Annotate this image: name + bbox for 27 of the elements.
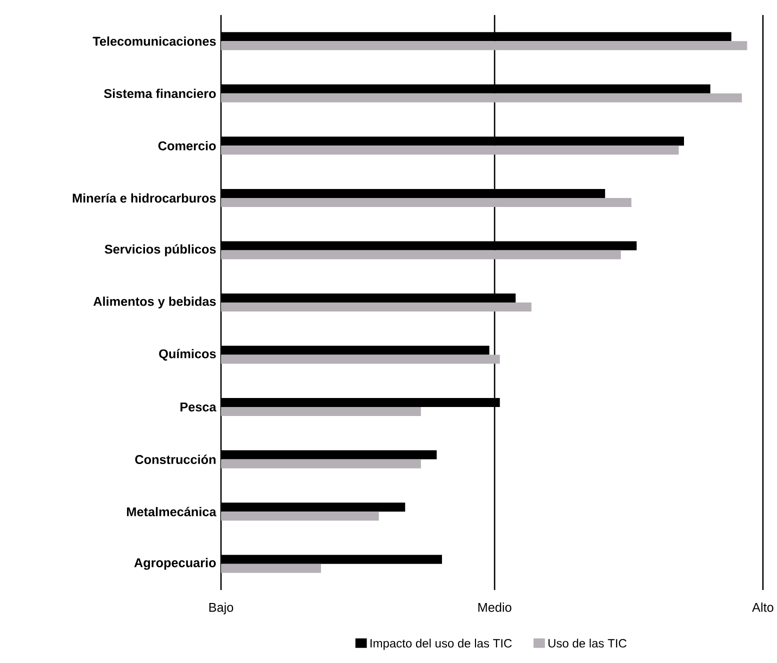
bar — [221, 41, 748, 50]
ref-line-label: Alto — [752, 602, 774, 612]
y-tick-label: Químicos — [159, 348, 216, 361]
y-tick-label: Servicios públicos — [104, 244, 216, 256]
bar — [221, 407, 421, 416]
bar — [221, 93, 742, 102]
bar — [221, 512, 379, 521]
y-tick-label: Metalmecánica — [127, 506, 216, 516]
legend-label: Impacto del uso de las TIC — [370, 638, 512, 650]
legend-label: Uso de las TIC — [548, 638, 626, 648]
y-tick-label: Agropecuario — [134, 558, 216, 570]
ref-line-label: Medio — [478, 602, 512, 612]
bar — [221, 198, 632, 207]
y-tick-label: Comercio — [158, 141, 216, 150]
bar — [221, 146, 679, 155]
y-tick-label: Construcción — [135, 454, 216, 464]
bar — [221, 354, 500, 364]
bar — [221, 459, 421, 468]
y-tick-label: Sistema financiero — [104, 88, 216, 98]
bar — [221, 302, 532, 312]
bar — [221, 250, 621, 260]
y-tick-label: Telecomunicaciones — [92, 36, 216, 46]
bar — [221, 564, 321, 573]
y-tick-label: Minería e hidrocarburos — [72, 193, 216, 203]
y-tick-label: Alimentos y bebidas — [93, 296, 216, 308]
y-tick-label: Pesca — [180, 402, 216, 412]
text: Bajo — [209, 602, 234, 614]
